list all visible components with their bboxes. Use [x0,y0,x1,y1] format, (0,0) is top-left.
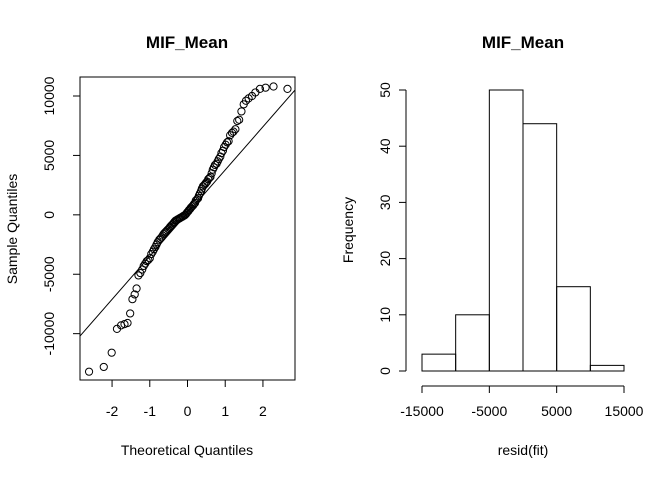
qq-y-label: Sample Quantiles [4,174,20,285]
qq-y-tick-label: 10000 [41,76,57,115]
histogram-y-tick-label: 30 [377,194,393,210]
qq-point [99,362,108,372]
qq-x-tick-label: 0 [184,403,192,419]
histogram-bar [488,89,524,372]
histogram-y-tick-label: 0 [377,367,393,375]
qq-point [235,115,244,124]
histogram-y-tick-label: 50 [377,82,393,98]
qq-point [283,84,292,93]
qq-x-tick-label: 1 [221,403,229,419]
qq-point [142,257,151,266]
qq-point [145,254,154,263]
histogram-bars [421,89,625,372]
qq-point [255,84,265,93]
histogram-bar [556,286,591,372]
histogram-y-tick-label: 40 [377,138,393,154]
histogram-y-axis: 0 10 20 30 40 50 [377,82,407,375]
qq-point [237,107,246,116]
qq-points [84,82,292,376]
qq-point [123,318,132,328]
histogram-x-tick-label: -15000 [400,403,444,419]
qq-y-tick-label: 5000 [41,140,57,171]
qq-x-tick-label: -1 [144,403,157,419]
histogram-x-tick-label: 15000 [605,403,644,419]
qq-point [241,96,251,105]
qq-plot-title: MIF_Mean [146,33,228,52]
qq-x-tick-label: -2 [106,403,119,419]
qq-point [269,82,278,91]
qq-point [233,116,242,126]
histogram-x-tick-label: 5000 [541,403,572,419]
histogram-bar [522,123,558,372]
qq-point [229,127,238,136]
qq-x-tick-label: 2 [259,403,267,419]
qq-plot-panel: MIF_Mean -2 -1 0 1 2 -10000 -5000 0 5000 10000 T… [4,33,296,458]
qq-y-tick-label: 0 [41,211,57,219]
qq-point [84,367,94,376]
qq-point [149,245,159,254]
qq-point [223,138,232,147]
histogram-x-label: resid(fit) [498,442,549,458]
qq-point [130,290,139,299]
qq-point [126,309,135,318]
qq-point [261,83,270,92]
qq-point [107,348,116,357]
qq-point [189,201,198,210]
qq-point [132,284,141,293]
qq-point [206,172,215,181]
qq-y-axis: -10000 -5000 0 5000 10000 [41,76,80,355]
histogram-y-tick-label: 20 [377,251,393,267]
histogram-bar [589,364,625,372]
qq-plot-box [79,76,296,381]
histogram-y-tick-label: 10 [377,307,393,323]
qq-point [128,295,137,304]
qq-x-axis: -2 -1 0 1 2 [106,379,267,419]
qq-x-label: Theoretical Quantiles [121,442,253,458]
qq-y-tick-label: -10000 [41,312,57,356]
histogram-bar [421,353,457,372]
qq-point [224,137,233,146]
qq-point [147,249,156,259]
histogram-panel: MIF_Mean -15000 -5000 5000 15000 0 10 20 30 40 5… [340,33,644,458]
qq-point [231,125,240,134]
qq-point [207,169,216,178]
histogram-x-tick-label: -5000 [471,403,507,419]
qq-y-tick-label: -5000 [41,256,57,292]
histogram-x-axis: -15000 -5000 5000 15000 [400,385,644,419]
qq-point [204,175,213,184]
qq-point [134,271,143,280]
qq-point [205,173,214,183]
histogram-title: MIF_Mean [482,33,564,52]
histogram-y-label: Frequency [340,197,356,263]
histogram-bar [455,314,490,372]
